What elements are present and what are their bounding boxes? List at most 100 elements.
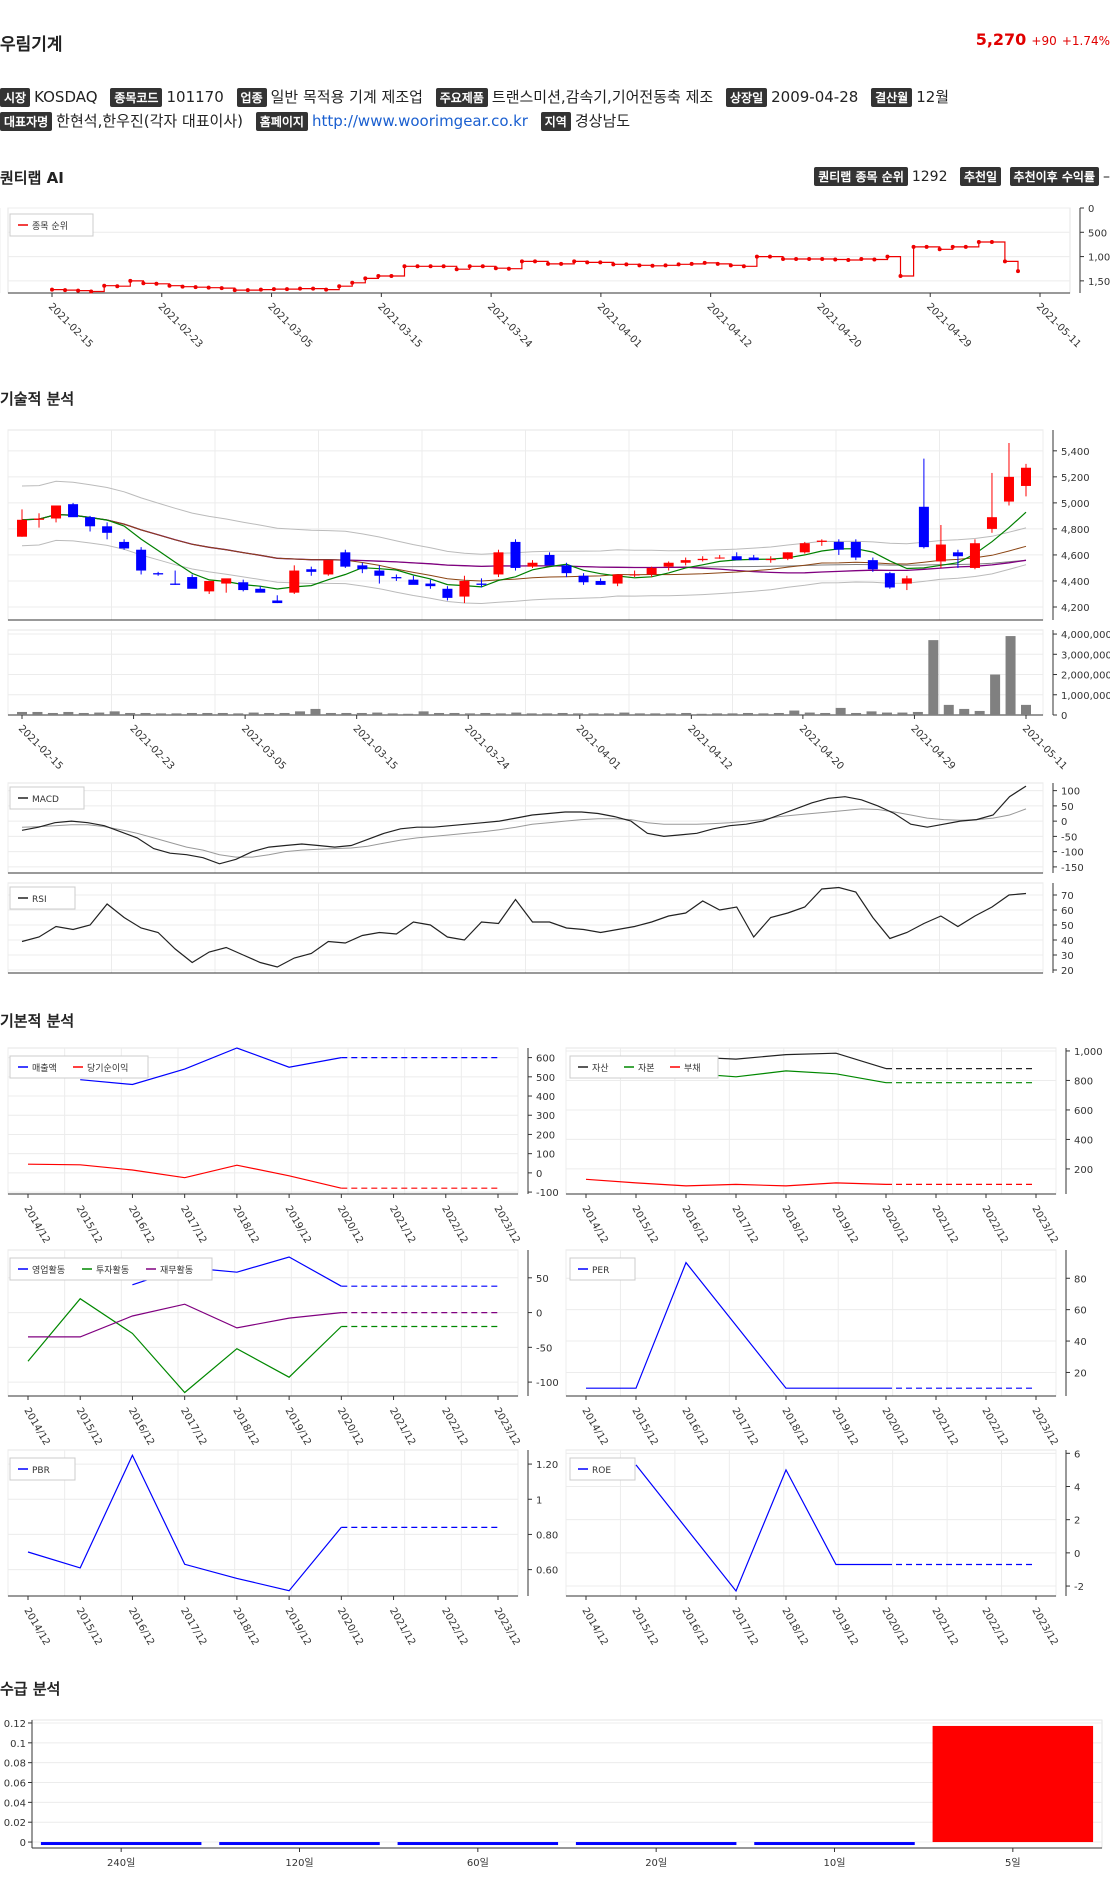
- rank-chart-point: [820, 257, 825, 261]
- volume-bar: [665, 713, 676, 715]
- candle-body: [527, 562, 538, 567]
- candle-body: [680, 560, 691, 563]
- rank-chart-x-tick-label: 2021-05-11: [1034, 301, 1083, 350]
- rank-chart-point: [271, 287, 276, 292]
- rank-chart-point: [663, 263, 668, 268]
- volume-bar: [619, 712, 630, 715]
- fund-section-title: 기본적 분석: [0, 1012, 75, 1030]
- flow-bar: [397, 1842, 559, 1846]
- candle-body: [629, 574, 640, 576]
- sales-chart-y-tick-label: 300: [536, 1111, 555, 1122]
- rank-chart-x-tick-label: 2021-03-24: [485, 301, 534, 350]
- candle-body: [34, 518, 45, 520]
- roe-chart-y-tick-label: 6: [1074, 1449, 1080, 1460]
- sales-line-solid: [80, 1047, 342, 1086]
- tech-section-title: 기술적 분석: [0, 390, 75, 408]
- volume-chart-y-tick-label: 2,000,000: [1061, 671, 1110, 682]
- volume-bar: [526, 713, 537, 715]
- rank-chart-point: [937, 247, 942, 252]
- sales-x-tick-label: 2020/12: [335, 1204, 365, 1245]
- pbr-x-tick-label: 2023/12: [491, 1606, 521, 1647]
- assets-x-tick-label: 2015/12: [629, 1204, 659, 1245]
- sales-x-tick-label: 2016/12: [126, 1204, 156, 1245]
- assets-x-tick-label: 2018/12: [779, 1204, 809, 1245]
- rank-chart-point: [611, 262, 616, 267]
- rank-chart-point: [689, 261, 694, 266]
- info-value: 2009-04-28: [771, 88, 859, 106]
- roe-chart-legend-label: ROE: [592, 1466, 611, 1476]
- candle-body: [510, 541, 521, 568]
- macd-line: [21, 785, 1027, 865]
- rank-chart-point: [559, 261, 564, 266]
- volume-bar: [789, 710, 800, 715]
- volume-bar: [94, 712, 105, 715]
- pbr-chart-legend-box: [9, 1457, 76, 1481]
- candle-chart-y-tick-label: 4,400: [1061, 577, 1090, 588]
- volume-bar: [480, 712, 491, 715]
- volume-bar: [403, 713, 414, 715]
- homepage-link[interactable]: http://www.woorimgear.co.kr: [311, 112, 528, 130]
- candle-body: [17, 519, 27, 537]
- rank-chart-point: [833, 257, 838, 262]
- candle-body: [578, 575, 589, 583]
- volume-bar: [109, 711, 120, 715]
- volume-chart-y-tick-label: 0: [1061, 711, 1067, 722]
- cashflow-x-tick-label: 2020/12: [335, 1406, 365, 1447]
- candle-body: [493, 552, 504, 575]
- rank-chart-point: [598, 260, 603, 265]
- volume-bar: [434, 712, 445, 715]
- roe-x-tick-label: 2021/12: [929, 1606, 959, 1647]
- info-label: 결산월: [871, 88, 913, 107]
- ceo-label: 대표자명: [0, 112, 53, 131]
- rsi-chart-legend-box: [9, 886, 76, 910]
- pbr-x-tick-label: 2015/12: [74, 1606, 104, 1647]
- rank-chart-point: [324, 287, 329, 292]
- rank-chart-point: [911, 244, 916, 249]
- flow-bar: [754, 1842, 915, 1846]
- roe-x-tick-label: 2016/12: [679, 1606, 709, 1647]
- assets-x-tick-label: 2023/12: [1029, 1204, 1059, 1245]
- cashflow-chart-legend-box: [9, 1257, 213, 1281]
- rank-chart-point: [258, 287, 263, 292]
- roe-x-tick-label: 2022/12: [979, 1606, 1009, 1647]
- volume-chart-x-tick-label: 2021-02-23: [127, 723, 176, 772]
- candle-body: [425, 583, 436, 587]
- rank-chart-point: [650, 263, 655, 268]
- rank-chart-point: [624, 262, 629, 267]
- volume-bar: [681, 712, 692, 715]
- volume-bar: [217, 712, 228, 715]
- rank-chart-point: [963, 244, 968, 249]
- cashflow-x-tick-label: 2018/12: [230, 1406, 260, 1447]
- rank-chart-point: [298, 286, 303, 291]
- candle-body: [1003, 476, 1014, 502]
- candle-chart-y-tick-label: 5,400: [1061, 447, 1090, 458]
- volume-bar: [881, 712, 892, 715]
- assets-chart-legend-label: 부채: [684, 1063, 701, 1074]
- rsi-chart-y-tick-label: 70: [1061, 891, 1074, 902]
- roe-chart-legend-box: [569, 1457, 636, 1481]
- candle-body: [986, 517, 997, 529]
- rank-chart-point: [232, 288, 237, 293]
- flow-chart-y-tick-label: 0.08: [4, 1759, 26, 1770]
- candle-body: [663, 562, 674, 567]
- candle-body: [374, 570, 385, 576]
- candle-body: [850, 541, 861, 558]
- volume-bar: [928, 640, 939, 715]
- rank-chart-point: [480, 264, 485, 269]
- candle-body: [816, 540, 827, 542]
- cashflow-x-tick-label: 2019/12: [283, 1406, 313, 1447]
- volume-bar: [279, 712, 290, 715]
- candle-body: [1021, 467, 1031, 486]
- rank-chart-point: [206, 285, 211, 290]
- sales-x-tick-label: 2019/12: [283, 1204, 313, 1245]
- macd-chart-y-tick-label: 0: [1061, 817, 1067, 828]
- rank-chart-point: [493, 266, 498, 271]
- rank-chart-line: [52, 241, 1019, 293]
- rank-chart-x-tick-label: 2021-03-15: [375, 301, 424, 350]
- candle-body: [289, 570, 300, 593]
- flow-chart-y-tick-label: 0.04: [4, 1798, 26, 1809]
- rank-chart-point: [794, 257, 799, 261]
- candle-body: [238, 582, 249, 591]
- flow-chart-x-tick-label: 20일: [645, 1857, 667, 1869]
- candle-body: [867, 560, 878, 570]
